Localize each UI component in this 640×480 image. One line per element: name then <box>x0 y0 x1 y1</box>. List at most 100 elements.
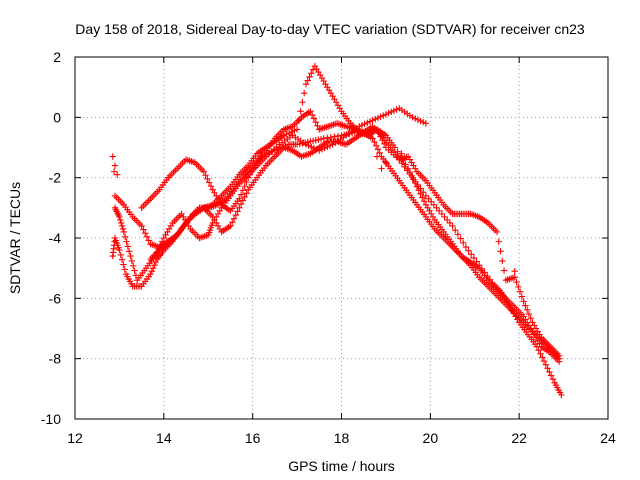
data-point-track-c <box>398 159 406 167</box>
data-point-track-c <box>404 167 411 174</box>
data-point-track-c <box>470 254 478 262</box>
data-point-track-c <box>412 178 419 185</box>
data-point-track-b <box>422 120 430 127</box>
tick-layer: 12 14 16 18 20 22 24 -10 -8 -6 -4 -2 0 2 <box>41 49 616 446</box>
data-point-track-b <box>125 248 133 255</box>
data-point-track-c <box>460 239 467 247</box>
data-point-track-c <box>143 233 151 240</box>
chart-title: Day 158 of 2018, Sidereal Day-to-day VTE… <box>75 21 585 37</box>
data-point-track-a <box>148 267 156 275</box>
data-point-track-d <box>522 302 529 309</box>
data-point-track-c <box>467 251 475 258</box>
data-point-track-e <box>369 135 376 142</box>
data-point-track-c <box>462 243 470 251</box>
data-point-track-c <box>420 188 427 196</box>
y-tick-label: -6 <box>49 290 62 306</box>
data-point-track-d <box>237 191 245 198</box>
x-axis-label: GPS time / hours <box>288 458 395 474</box>
data-point-track-d <box>493 228 501 236</box>
data-point-track-a <box>149 264 157 272</box>
data-point-track-e <box>243 190 250 197</box>
data-point-track-c <box>306 73 313 81</box>
y-tick-label: 0 <box>53 109 61 125</box>
data-point-track-c <box>558 391 565 399</box>
data-point-track-d <box>497 248 504 255</box>
data-point-track-c <box>539 354 546 361</box>
data-point-track-e <box>376 149 383 157</box>
data-point-track-c <box>308 70 315 77</box>
data-point-track-d <box>516 288 524 295</box>
data-point-track-d <box>515 283 522 291</box>
data-point-outliers <box>400 156 407 163</box>
data-point-track-d <box>207 182 215 190</box>
data-point-track-a <box>327 134 335 141</box>
data-point-track-c <box>293 126 301 133</box>
data-point-track-e <box>230 215 238 222</box>
data-point-track-d <box>236 195 243 202</box>
data-point-track-a <box>420 197 428 205</box>
data-point-track-c <box>452 226 459 234</box>
data-point-track-e <box>555 358 563 365</box>
data-point-track-b <box>123 238 130 245</box>
data-point-outliers <box>511 267 518 275</box>
data-point-track-c <box>145 237 152 244</box>
x-tick-label: 24 <box>600 430 616 446</box>
data-point-track-c <box>449 222 456 230</box>
data-point-track-b <box>117 216 124 224</box>
data-point-track-b <box>124 243 132 250</box>
data-point-track-d <box>241 182 248 190</box>
data-point-track-d <box>243 178 250 186</box>
data-point-track-d <box>200 168 208 175</box>
data-point-track-e <box>229 219 236 226</box>
data-point-track-d <box>527 315 534 322</box>
data-point-track-d <box>307 108 314 115</box>
data-point-track-c <box>457 235 464 242</box>
data-point-track-e <box>374 146 382 153</box>
data-point-track-d <box>314 122 321 129</box>
data-point-track-d <box>499 257 506 265</box>
data-point-track-d <box>205 179 213 186</box>
y-tick-label: 2 <box>53 49 61 65</box>
data-point-track-e <box>241 193 248 201</box>
data-point-track-c <box>297 108 304 115</box>
data-point-track-d <box>239 187 247 194</box>
data-point-track-d <box>495 238 502 245</box>
data-point-track-b <box>131 267 138 274</box>
data-point-track-c <box>140 226 147 233</box>
data-point-track-c <box>542 361 550 368</box>
data-point-track-b <box>120 228 128 236</box>
x-tick-label: 12 <box>67 430 83 446</box>
data-point-track-d <box>308 111 316 119</box>
data-point-track-c <box>417 185 424 192</box>
data-point-track-a <box>117 251 124 259</box>
data-point-track-d <box>310 115 318 122</box>
data-point-track-c <box>300 90 308 97</box>
plot-frame <box>74 56 609 420</box>
x-tick-label: 14 <box>156 430 172 446</box>
data-point-track-a <box>152 258 160 266</box>
x-tick-label: 16 <box>245 430 261 446</box>
data-point-track-a <box>147 271 154 278</box>
data-point-track-c <box>304 77 311 84</box>
data-point-track-c <box>547 372 555 379</box>
data-point-outliers <box>113 171 121 178</box>
data-point-track-a <box>419 194 426 201</box>
data-point-track-d <box>555 352 563 359</box>
data-point-track-e <box>239 197 247 204</box>
data-point-track-c <box>540 357 548 365</box>
data-point-track-b <box>129 262 137 269</box>
data-point-track-b <box>121 233 129 240</box>
y-tick-label: -2 <box>49 170 62 186</box>
data-point-track-a <box>118 256 126 263</box>
data-point-outliers <box>398 150 405 157</box>
data-point-track-b <box>119 225 127 233</box>
data-point-track-e <box>237 201 245 208</box>
data-point-track-a <box>320 135 327 142</box>
data-point-track-c <box>138 222 145 230</box>
data-point-track-c <box>414 181 422 189</box>
data-point-track-c <box>546 368 553 376</box>
y-axis-label: SDTVAR / TECUs <box>7 182 23 294</box>
data-point-track-b <box>128 257 136 265</box>
data-point-track-c <box>535 347 542 354</box>
data-point-track-a <box>121 266 128 273</box>
